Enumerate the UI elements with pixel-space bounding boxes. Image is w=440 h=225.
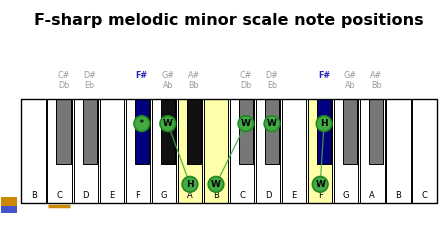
Bar <box>369 99 383 164</box>
Bar <box>334 99 359 203</box>
Circle shape <box>312 176 328 192</box>
Bar <box>204 99 228 203</box>
Text: B: B <box>213 191 219 200</box>
Text: W: W <box>211 180 221 189</box>
Bar <box>135 99 149 164</box>
Text: H: H <box>320 119 328 128</box>
Text: Bb: Bb <box>371 81 381 90</box>
Text: Eb: Eb <box>84 81 95 90</box>
Bar <box>343 99 357 164</box>
Circle shape <box>264 116 280 131</box>
Bar <box>48 99 72 203</box>
Bar <box>308 99 333 203</box>
Circle shape <box>316 116 332 131</box>
Bar <box>256 99 280 203</box>
Text: D#: D# <box>266 71 279 80</box>
Bar <box>187 99 201 164</box>
Text: basicmusictheory.com: basicmusictheory.com <box>7 77 11 139</box>
Bar <box>22 99 46 203</box>
Text: W: W <box>315 180 325 189</box>
Text: C: C <box>422 191 427 200</box>
Text: C#: C# <box>58 71 70 80</box>
Text: G#: G# <box>344 71 357 80</box>
Text: A: A <box>187 191 193 200</box>
Bar <box>1 197 17 207</box>
Text: F#: F# <box>136 71 148 80</box>
Bar <box>239 99 253 164</box>
Bar <box>282 99 306 203</box>
Text: Db: Db <box>240 81 252 90</box>
Text: E: E <box>292 191 297 200</box>
Text: G: G <box>161 191 167 200</box>
Bar <box>360 99 385 203</box>
Bar <box>56 99 71 164</box>
Text: F#: F# <box>318 71 330 80</box>
Text: C#: C# <box>240 71 252 80</box>
Text: G: G <box>343 191 349 200</box>
Circle shape <box>160 116 176 131</box>
Circle shape <box>182 176 198 192</box>
Text: B: B <box>396 191 401 200</box>
Text: Ab: Ab <box>162 81 173 90</box>
Bar <box>386 99 411 203</box>
Text: D#: D# <box>83 71 96 80</box>
Text: F-sharp melodic minor scale note positions: F-sharp melodic minor scale note positio… <box>34 13 424 28</box>
Text: F: F <box>136 191 140 200</box>
Text: Eb: Eb <box>267 81 277 90</box>
Text: E: E <box>109 191 114 200</box>
Text: *: * <box>140 119 144 128</box>
Bar <box>22 99 436 203</box>
Text: W: W <box>241 119 251 128</box>
Text: H: H <box>186 180 194 189</box>
Text: B: B <box>31 191 37 200</box>
Circle shape <box>208 176 224 192</box>
Bar <box>99 99 124 203</box>
Bar <box>73 99 98 203</box>
Bar <box>1 206 17 213</box>
Text: F: F <box>318 191 323 200</box>
Bar <box>161 99 175 164</box>
Bar <box>125 99 150 203</box>
Text: D: D <box>83 191 89 200</box>
Bar <box>152 99 176 203</box>
Text: D: D <box>265 191 271 200</box>
Circle shape <box>134 116 150 131</box>
Text: A#: A# <box>370 71 382 80</box>
Bar <box>83 99 97 164</box>
Circle shape <box>238 116 254 131</box>
Text: C: C <box>57 191 62 200</box>
Text: W: W <box>267 119 277 128</box>
Bar <box>412 99 436 203</box>
Text: C: C <box>239 191 245 200</box>
Bar <box>265 99 279 164</box>
Text: Db: Db <box>58 81 69 90</box>
Text: A#: A# <box>188 71 200 80</box>
Text: A: A <box>370 191 375 200</box>
Text: G#: G# <box>161 71 174 80</box>
Bar <box>178 99 202 203</box>
Bar <box>230 99 254 203</box>
Text: W: W <box>163 119 173 128</box>
Bar <box>317 99 331 164</box>
Text: Ab: Ab <box>345 81 356 90</box>
Text: Bb: Bb <box>189 81 199 90</box>
